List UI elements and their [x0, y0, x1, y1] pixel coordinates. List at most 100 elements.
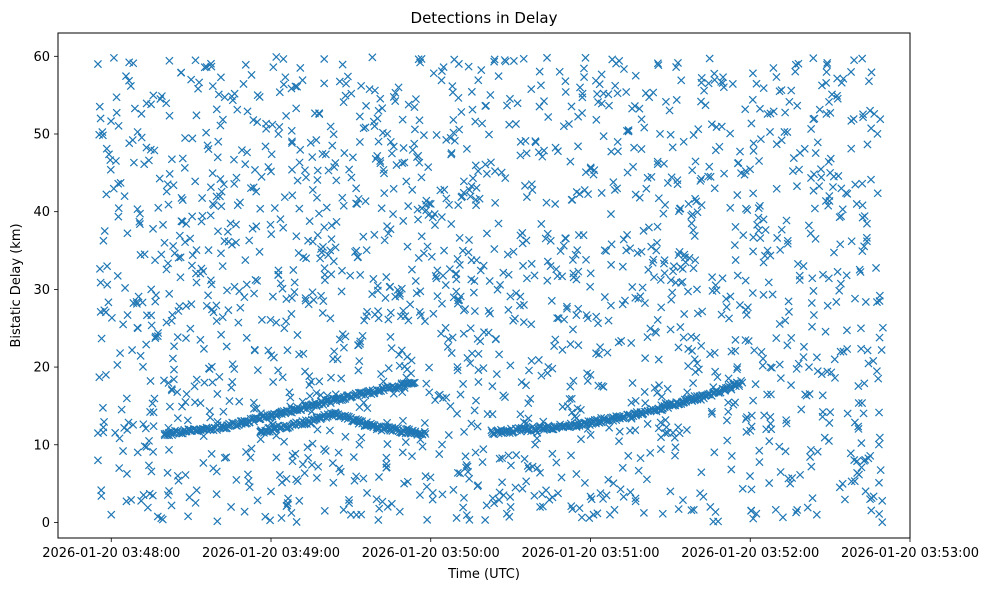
data-point: [93, 60, 102, 69]
data-point: [749, 139, 758, 148]
data-point: [140, 160, 149, 169]
data-point: [444, 335, 453, 344]
data-point: [407, 356, 416, 365]
data-point: [153, 332, 162, 341]
data-point: [533, 464, 542, 473]
data-point: [685, 253, 694, 262]
data-point: [792, 182, 802, 191]
data-point: [800, 144, 809, 153]
data-point: [676, 323, 685, 332]
data-point: [425, 199, 434, 208]
data-point: [501, 174, 510, 183]
data-point: [527, 356, 536, 365]
data-point: [344, 495, 353, 504]
data-point: [762, 425, 771, 434]
data-point: [462, 144, 471, 153]
data-point: [775, 319, 784, 328]
data-point: [858, 179, 867, 188]
data-point: [397, 428, 406, 437]
data-point: [232, 173, 241, 182]
data-point: [274, 266, 283, 275]
data-point: [218, 262, 227, 271]
data-point: [148, 399, 157, 408]
data-point: [794, 59, 803, 68]
data-point: [627, 338, 636, 347]
data-point: [455, 125, 464, 134]
data-point: [521, 136, 530, 145]
data-point: [173, 414, 182, 423]
data-point: [252, 187, 261, 196]
data-point: [574, 304, 583, 313]
data-point: [811, 234, 820, 243]
y-tick-label: 50: [33, 128, 50, 143]
data-point: [256, 204, 265, 213]
data-point: [441, 281, 450, 290]
data-point: [249, 115, 258, 125]
data-point: [504, 270, 513, 279]
data-point: [746, 426, 755, 435]
data-point: [212, 192, 221, 201]
data-point: [439, 63, 448, 72]
data-point: [631, 426, 640, 435]
data-point: [516, 410, 525, 419]
data-point: [853, 457, 862, 466]
data-point: [214, 90, 223, 99]
data-point: [308, 185, 317, 194]
data-point: [825, 97, 834, 106]
data-point: [741, 305, 750, 314]
data-point: [154, 203, 163, 212]
data-point: [467, 182, 476, 191]
data-point: [370, 86, 379, 95]
data-point: [387, 344, 396, 353]
data-point: [252, 222, 261, 231]
data-point: [376, 159, 385, 168]
data-point: [550, 342, 559, 351]
data-point: [409, 378, 418, 387]
data-point: [272, 453, 281, 462]
data-point: [858, 399, 867, 408]
data-point: [379, 165, 388, 174]
data-point: [646, 448, 655, 457]
data-point: [684, 344, 693, 353]
data-point: [123, 425, 132, 435]
data-point: [123, 311, 132, 320]
data-point: [235, 397, 244, 406]
data-point: [866, 451, 875, 460]
data-point: [631, 396, 640, 405]
x-axis-label: Time (UTC): [447, 567, 520, 582]
data-point: [95, 373, 104, 382]
data-point: [165, 111, 174, 120]
data-point: [169, 365, 179, 374]
data-point: [287, 138, 296, 148]
data-point: [874, 374, 883, 383]
data-point: [631, 190, 640, 199]
data-point: [594, 418, 603, 427]
data-point: [569, 376, 578, 385]
data-point: [316, 254, 325, 263]
data-point: [355, 112, 364, 121]
data-point: [151, 256, 160, 265]
data-point: [652, 246, 661, 255]
data-point: [291, 421, 300, 430]
data-point: [194, 84, 203, 93]
data-point: [594, 350, 603, 359]
data-point: [187, 75, 196, 84]
data-point: [537, 219, 546, 228]
data-point: [872, 263, 881, 272]
data-point: [341, 432, 350, 441]
data-point: [807, 322, 817, 331]
data-point: [264, 346, 273, 355]
data-point: [760, 411, 769, 420]
data-point: [811, 149, 820, 158]
data-point: [874, 478, 884, 487]
data-point: [205, 407, 214, 416]
data-point: [488, 410, 497, 419]
data-point: [242, 280, 251, 289]
data-point: [723, 436, 732, 445]
data-point: [192, 278, 201, 287]
data-point: [313, 175, 322, 185]
data-point: [163, 180, 172, 189]
data-point: [775, 87, 784, 96]
data-point: [604, 101, 614, 110]
data-point: [212, 467, 221, 476]
